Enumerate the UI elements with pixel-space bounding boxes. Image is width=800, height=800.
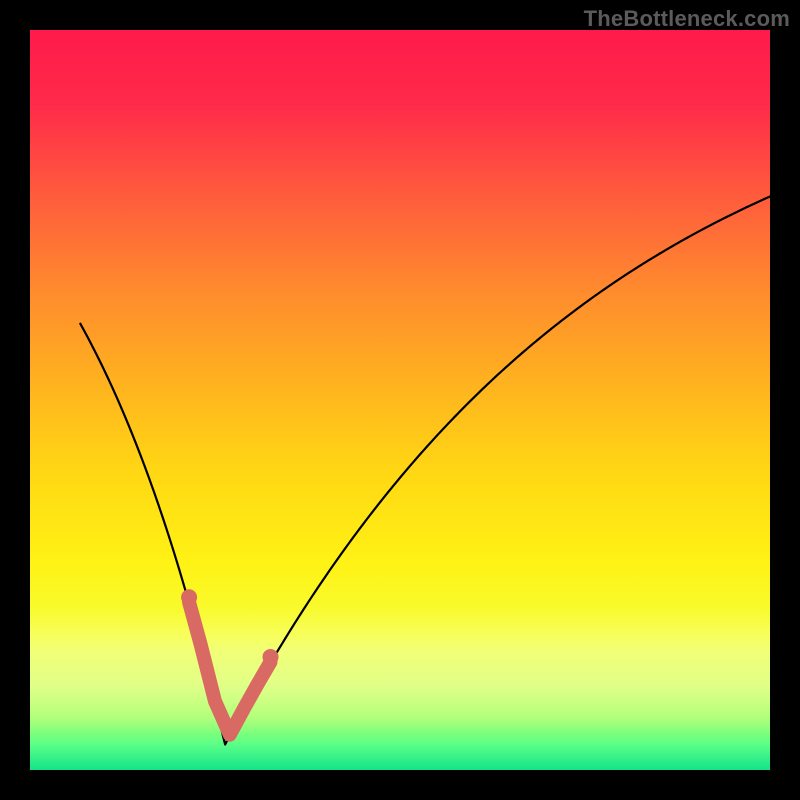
plot-area <box>30 30 770 770</box>
plot-svg <box>30 30 770 770</box>
marker-end-dot <box>263 649 279 665</box>
marker-end-dot <box>181 589 197 605</box>
watermark-text: TheBottleneck.com <box>584 6 790 31</box>
watermark: TheBottleneck.com <box>584 6 790 32</box>
